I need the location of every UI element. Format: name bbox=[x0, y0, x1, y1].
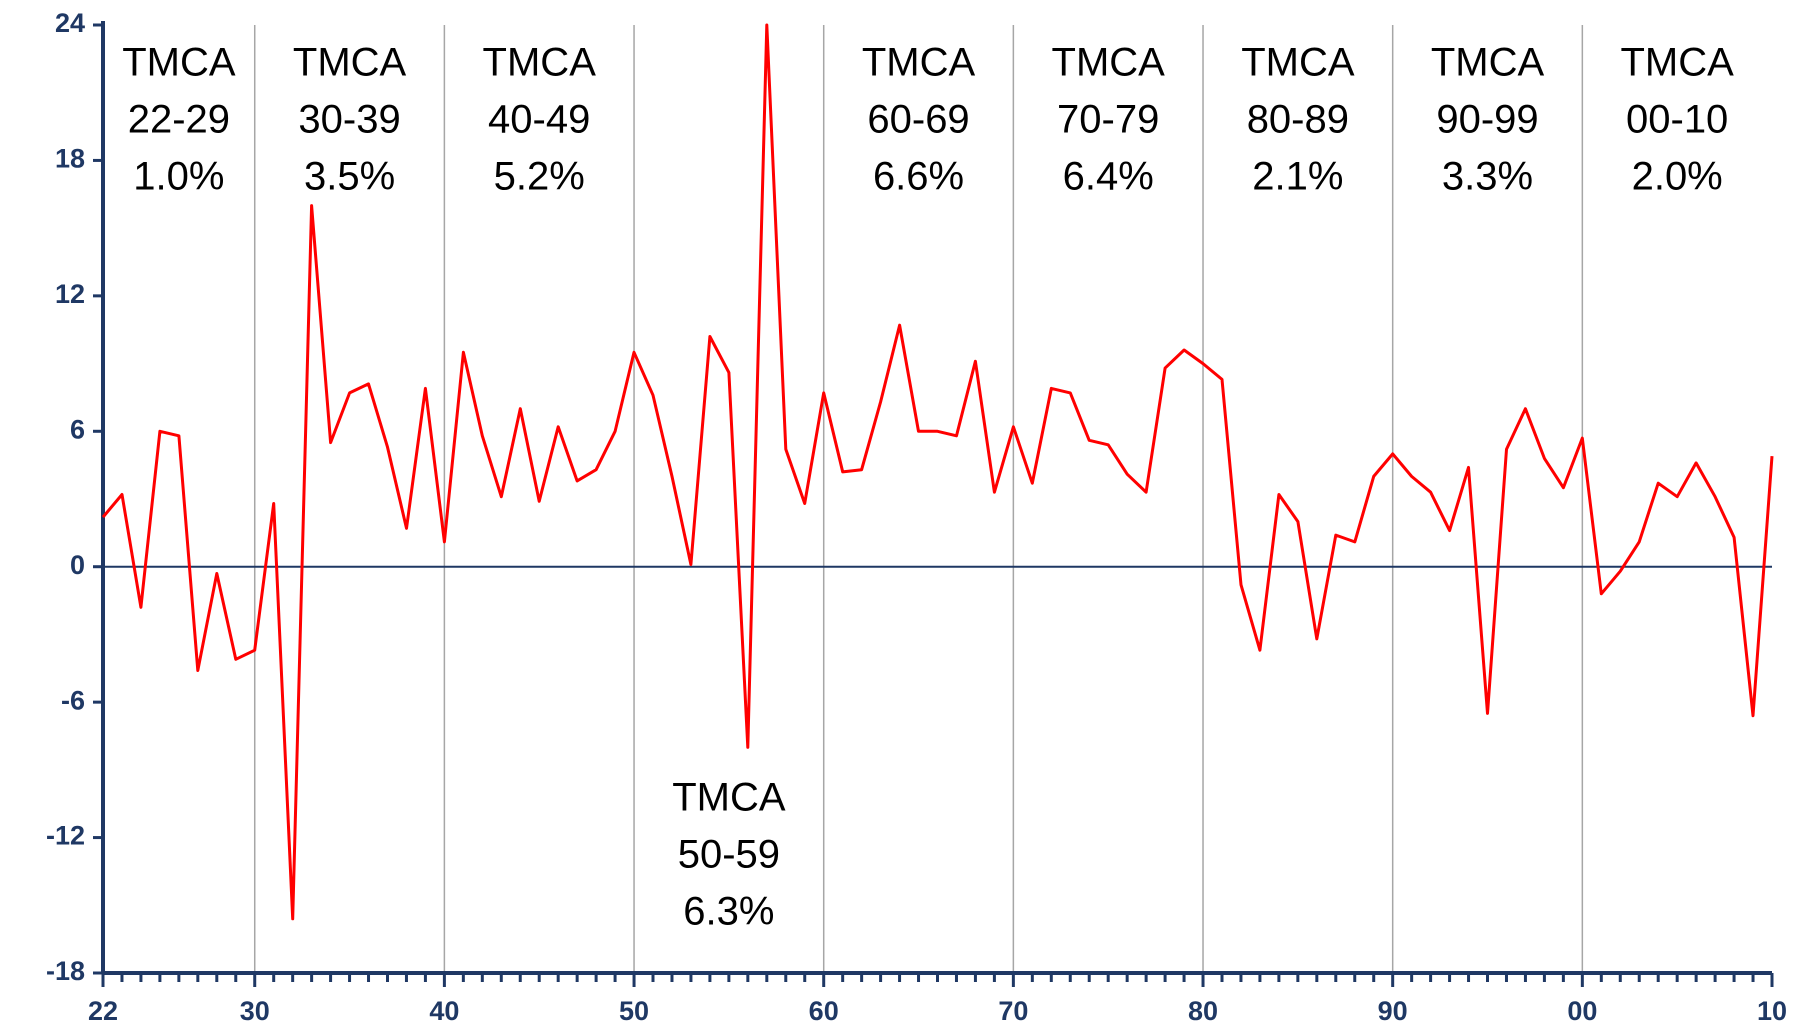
y-tick-label: 6 bbox=[70, 414, 85, 444]
annotation: 60-69 bbox=[867, 98, 969, 142]
y-tick-label: -6 bbox=[61, 685, 85, 715]
annotation: TMCA bbox=[862, 41, 976, 85]
annotation: 2.0% bbox=[1632, 155, 1723, 199]
annotation: 2.1% bbox=[1252, 155, 1343, 199]
annotation: 6.4% bbox=[1063, 155, 1154, 199]
annotation: 30-39 bbox=[298, 98, 400, 142]
annotation: 70-79 bbox=[1057, 98, 1159, 142]
x-tick-label: 30 bbox=[240, 996, 270, 1026]
y-tick-label: 24 bbox=[55, 8, 85, 38]
x-tick-label: 40 bbox=[429, 996, 459, 1026]
data-line bbox=[101, 23, 1774, 921]
annotation: 80-89 bbox=[1247, 98, 1349, 142]
annotation: TMCA bbox=[1241, 41, 1355, 85]
annotation: TMCA bbox=[1052, 41, 1166, 85]
annotation: TMCA bbox=[483, 41, 597, 85]
annotation: 3.3% bbox=[1442, 155, 1533, 199]
x-tick-label: 70 bbox=[998, 996, 1028, 1026]
y-tick-label: 18 bbox=[55, 144, 85, 174]
annotation: 5.2% bbox=[494, 155, 585, 199]
annotation: TMCA bbox=[1621, 41, 1735, 85]
annotation: TMCA bbox=[672, 776, 786, 820]
annotation: 90-99 bbox=[1436, 98, 1538, 142]
annotation: 6.6% bbox=[873, 155, 964, 199]
annotation: TMCA bbox=[1431, 41, 1545, 85]
annotation: TMCA bbox=[122, 41, 236, 85]
annotation: 3.5% bbox=[304, 155, 395, 199]
annotation: 40-49 bbox=[488, 98, 590, 142]
x-tick-label: 60 bbox=[809, 996, 839, 1026]
annotation: 00-10 bbox=[1626, 98, 1728, 142]
annotation: TMCA bbox=[293, 41, 407, 85]
x-tick-label: 90 bbox=[1378, 996, 1408, 1026]
x-tick-label: 50 bbox=[619, 996, 649, 1026]
annotation: 22-29 bbox=[128, 98, 230, 142]
y-tick-label: 0 bbox=[70, 550, 85, 580]
annotation: 6.3% bbox=[683, 890, 774, 934]
x-tick-label: 22 bbox=[88, 996, 118, 1026]
y-tick-label: -18 bbox=[46, 956, 85, 986]
x-tick-label: 00 bbox=[1567, 996, 1597, 1026]
y-tick-label: -12 bbox=[46, 821, 85, 851]
x-tick-label: 80 bbox=[1188, 996, 1218, 1026]
y-tick-label: 12 bbox=[55, 279, 85, 309]
annotation: 50-59 bbox=[678, 833, 780, 877]
annotation: 1.0% bbox=[133, 155, 224, 199]
x-tick-label: 10 bbox=[1757, 996, 1787, 1026]
